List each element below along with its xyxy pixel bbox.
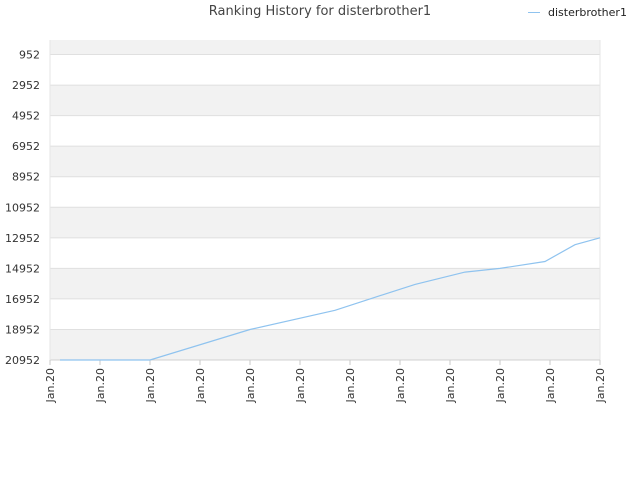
x-tick-label: Jan.20 bbox=[594, 368, 607, 403]
plot-band bbox=[50, 268, 600, 299]
y-tick-label: 10952 bbox=[5, 201, 40, 214]
y-tick-label: 6952 bbox=[12, 140, 40, 153]
y-tick-label: 2952 bbox=[12, 79, 40, 92]
plot-band bbox=[50, 207, 600, 238]
plot-band bbox=[50, 329, 600, 360]
x-tick-label: Jan.20 bbox=[494, 368, 507, 403]
x-tick-label: Jan.20 bbox=[294, 368, 307, 403]
x-tick-label: Jan.20 bbox=[394, 368, 407, 403]
y-tick-label: 8952 bbox=[12, 171, 40, 184]
y-tick-label: 12952 bbox=[5, 232, 40, 245]
plot-band bbox=[50, 85, 600, 116]
series-line bbox=[60, 237, 601, 361]
plot-band bbox=[50, 237, 600, 269]
y-tick-label: 18952 bbox=[5, 323, 40, 336]
plot-band bbox=[50, 176, 600, 208]
plot-band bbox=[50, 298, 600, 330]
plot-band bbox=[50, 54, 600, 86]
y-tick-label: 16952 bbox=[5, 293, 40, 306]
x-tick-label: Jan.20 bbox=[544, 368, 557, 403]
y-tick-label: 952 bbox=[19, 49, 40, 62]
x-tick-label: Jan.20 bbox=[244, 368, 257, 403]
x-tick-label: Jan.20 bbox=[44, 368, 57, 403]
legend: disterbrother1 bbox=[528, 6, 627, 19]
x-tick-label: Jan.20 bbox=[344, 368, 357, 403]
x-tick-label: Jan.20 bbox=[94, 368, 107, 403]
plot-band bbox=[50, 40, 600, 55]
plot-band bbox=[50, 146, 600, 177]
chart-title: Ranking History for disterbrother1 bbox=[208, 4, 432, 19]
legend-swatch bbox=[528, 12, 540, 13]
x-tick-label: Jan.20 bbox=[194, 368, 207, 403]
y-tick-label: 20952 bbox=[5, 354, 40, 367]
x-tick-label: Jan.20 bbox=[444, 368, 457, 403]
y-tick-label: 14952 bbox=[5, 262, 40, 275]
plot-band bbox=[50, 115, 600, 147]
y-tick-label: 4952 bbox=[12, 110, 40, 123]
legend-label: disterbrother1 bbox=[548, 6, 627, 19]
x-tick-label: Jan.20 bbox=[144, 368, 157, 403]
